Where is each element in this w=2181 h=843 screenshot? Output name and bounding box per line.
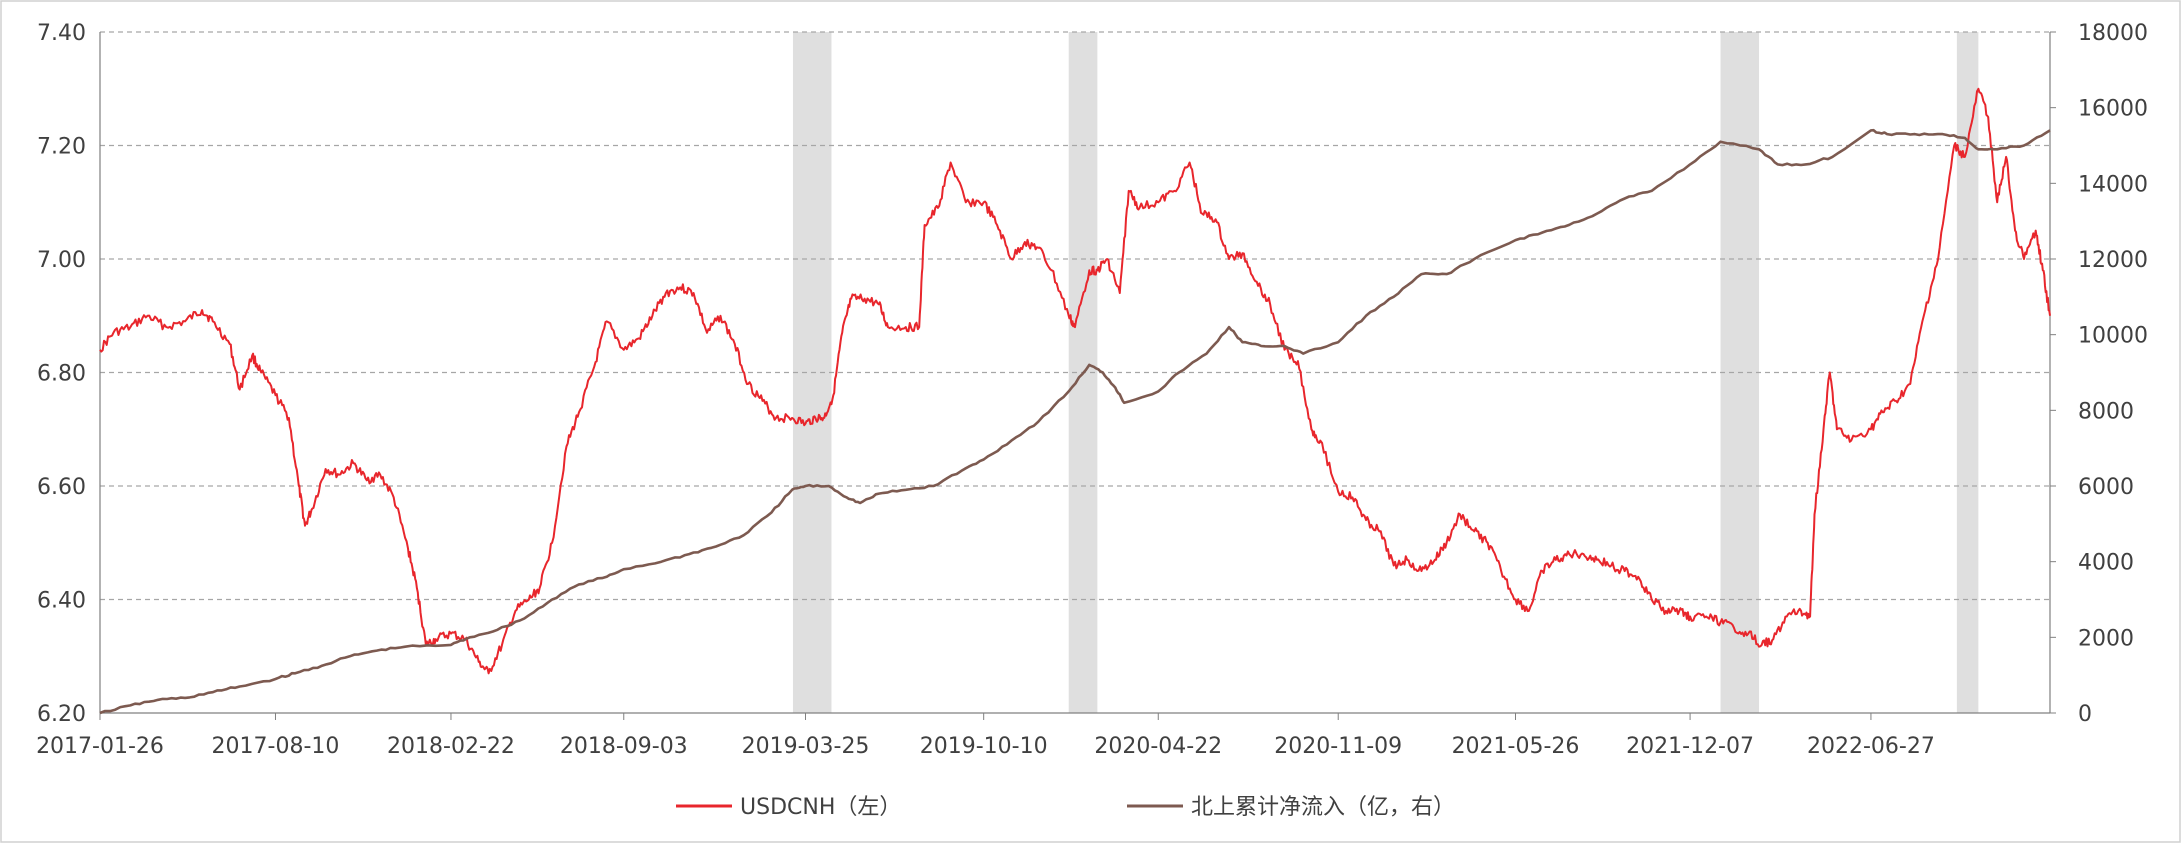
x-tick-label: 2020-11-09 [1274, 734, 1402, 759]
series-lines [99, 87, 2051, 715]
y-left-tick-label: 7.40 [37, 21, 86, 46]
legend-label-0: USDCNH（左） [740, 795, 901, 820]
y-left-tick-label: 6.60 [37, 475, 86, 500]
y-right-tick-label: 18000 [2078, 21, 2148, 46]
y-right-tick-label: 16000 [2078, 97, 2148, 122]
y-right-tick-label: 10000 [2078, 324, 2148, 349]
legend-label-1: 北上累计净流入（亿，右） [1191, 795, 1455, 820]
x-tick-label: 2017-01-26 [36, 734, 164, 759]
gridlines [100, 31, 2050, 601]
y-right-tick-label: 8000 [2078, 399, 2134, 424]
x-tick-label: 2018-09-03 [560, 734, 688, 759]
x-tick-label: 2019-03-25 [742, 734, 870, 759]
y-right-tick-label: 2000 [2078, 626, 2134, 651]
legend: USDCNH（左） 北上累计净流入（亿，右） [676, 795, 1455, 820]
x-tick-label: 2018-02-22 [387, 734, 515, 759]
x-tick-label: 2021-05-26 [1452, 734, 1580, 759]
x-tick-label: 2022-06-27 [1807, 734, 1935, 759]
y-left-tick-label: 6.40 [37, 589, 86, 614]
y-right-tick-label: 0 [2078, 702, 2092, 727]
y-right-tick-label: 6000 [2078, 475, 2134, 500]
usdcnh-line [99, 87, 2051, 675]
x-tick-label: 2019-10-10 [920, 734, 1048, 759]
y-left-tick-label: 6.20 [37, 702, 86, 727]
y-right-tick-label: 12000 [2078, 248, 2148, 273]
x-tick-label: 2021-12-07 [1626, 734, 1754, 759]
y-right-tick-label: 14000 [2078, 172, 2148, 197]
x-tick-label: 2020-04-22 [1094, 734, 1222, 759]
x-tick-label: 2017-08-10 [212, 734, 340, 759]
y-left-tick-label: 7.20 [37, 135, 86, 160]
northbound-flow-line [99, 128, 2051, 715]
y-right-tick-label: 4000 [2078, 551, 2134, 576]
y-left-tick-label: 7.00 [37, 248, 86, 273]
y-left-tick-label: 6.80 [37, 362, 86, 387]
